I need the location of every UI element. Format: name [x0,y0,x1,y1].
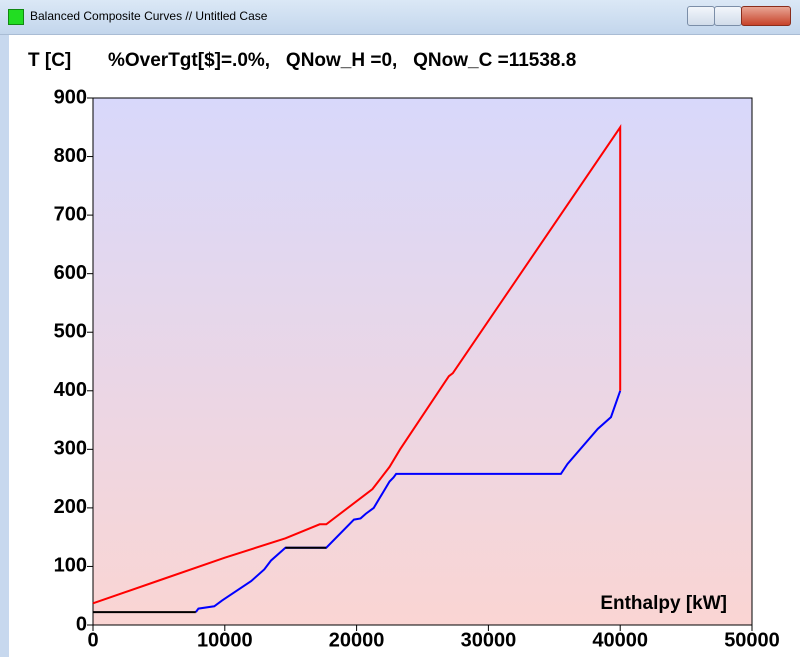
y-tick-label: 0 [76,613,87,635]
y-tick-label: 600 [54,262,87,284]
curve [195,390,622,613]
window-frame [0,35,9,657]
close-button[interactable] [741,6,791,26]
x-tick-label: 10000 [197,629,253,651]
y-tick-label: 900 [54,86,87,108]
y-axis-label: T [C] [28,50,71,71]
y-tick-label: 400 [54,379,87,401]
subtitle: %OverTgt[$]=.0%, QNow_H =0, QNow_C =1153… [108,50,576,71]
y-tick-label: 300 [54,438,87,460]
x-tick-label: 20000 [329,629,385,651]
x-tick-label: 50000 [724,629,780,651]
x-axis-label: Enthalpy [kW] [600,593,727,614]
plot-area [92,97,753,626]
x-tick-label: 40000 [592,629,648,651]
x-tick-label: 0 [87,629,98,651]
y-tick-label: 200 [54,496,87,518]
x-tick-label: 30000 [461,629,517,651]
y-tick-label: 800 [54,145,87,167]
y-tick-label: 100 [54,555,87,577]
title-bar: Balanced Composite Curves // Untitled Ca… [0,0,800,35]
app-icon [8,9,24,25]
y-tick-label: 500 [54,321,87,343]
window-title: Balanced Composite Curves // Untitled Ca… [30,9,268,23]
curve [92,124,622,605]
curve [93,546,327,614]
y-tick-label: 700 [54,203,87,225]
